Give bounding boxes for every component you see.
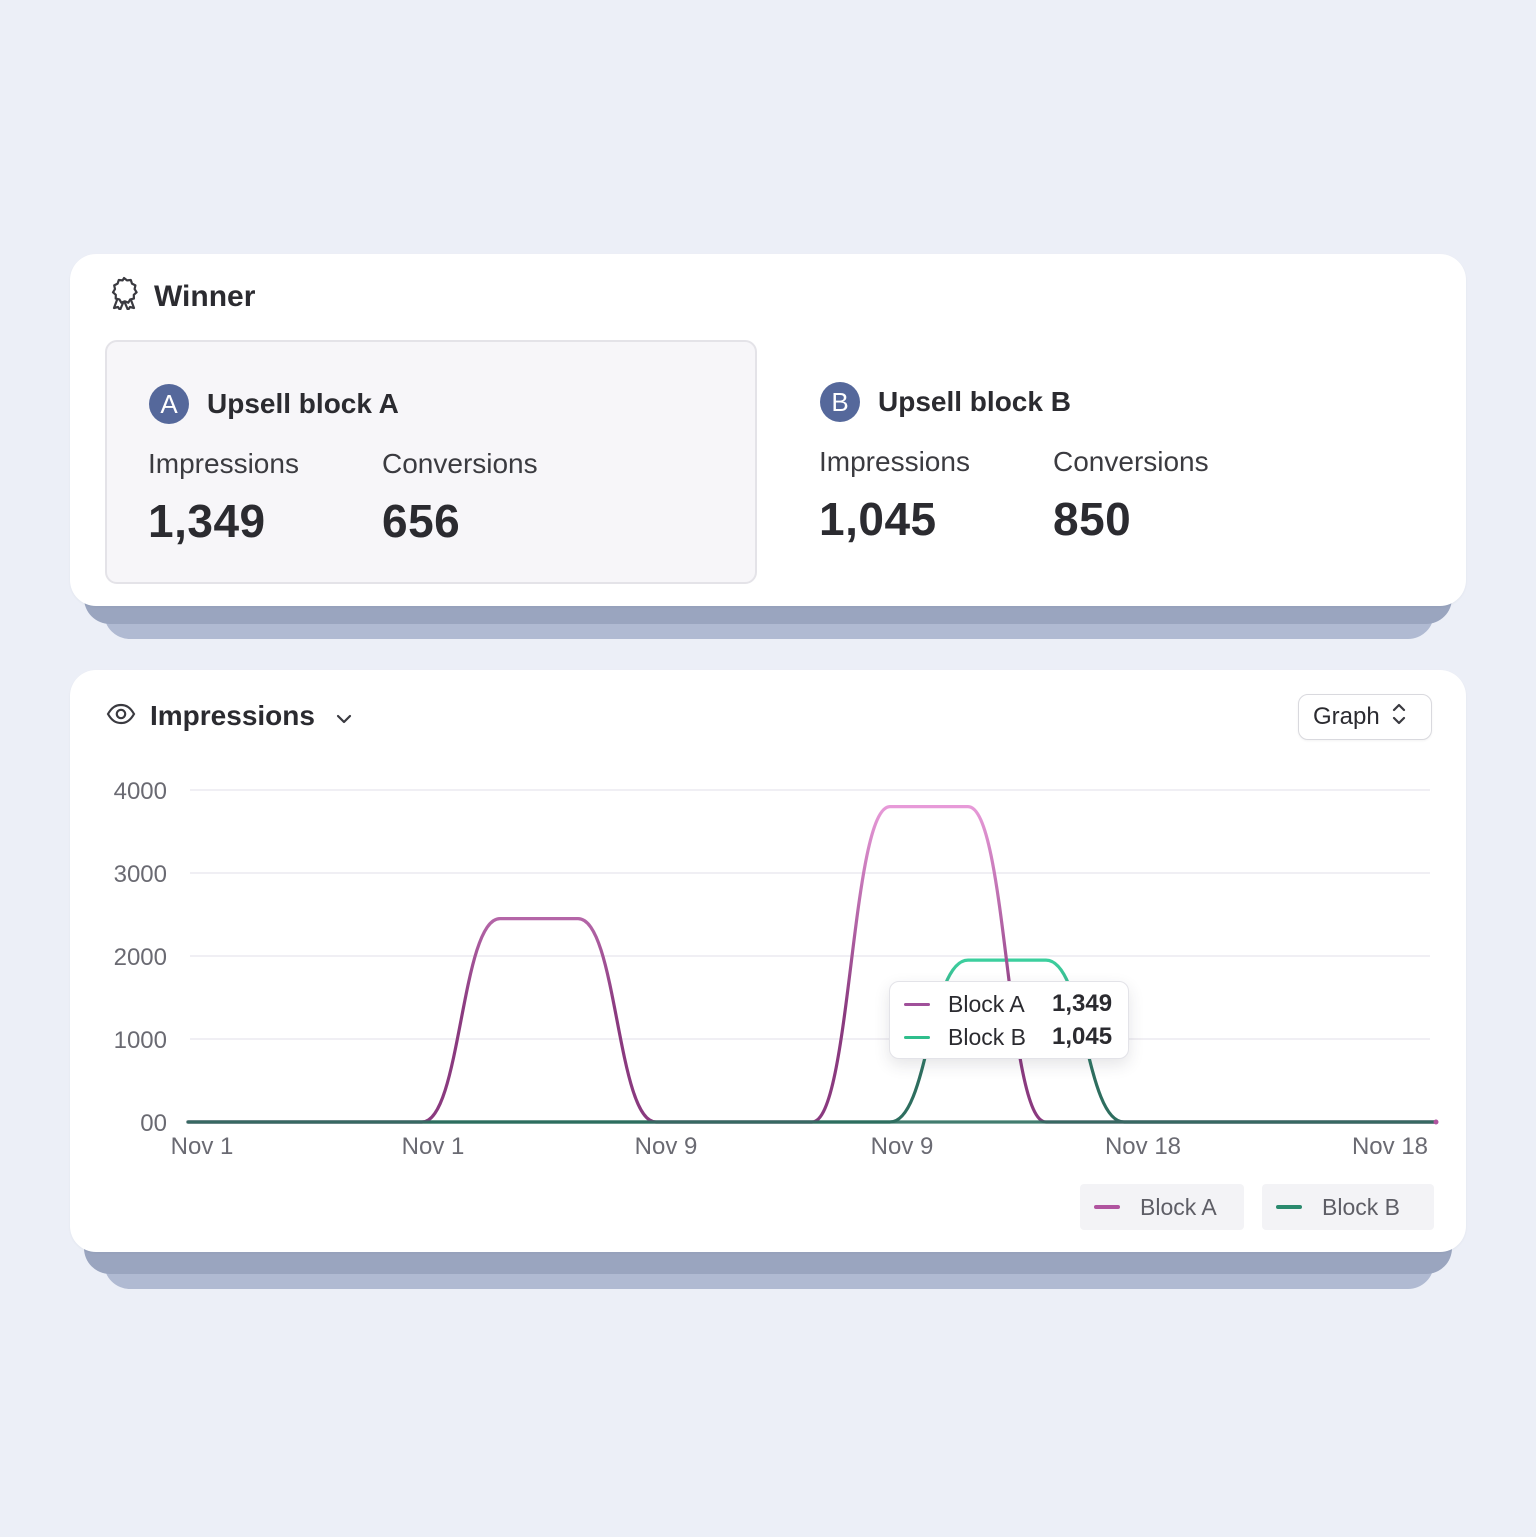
conversions-label: Conversions [1053,446,1209,477]
x-tick-label: Nov 9 [635,1133,698,1160]
conversions-label: Conversions [382,448,538,479]
conversions-value: 850 [1053,493,1132,545]
block-a-conversions: Conversions 656 [382,448,538,548]
series-line-block-b [186,958,1438,1124]
tooltip-value: 1,349 [1052,990,1113,1017]
block-a-swatch [1094,1205,1120,1209]
legend-label: Block A [1140,1193,1217,1220]
impressions-label: Impressions [819,446,970,477]
y-tick-label: 3000 [114,861,167,888]
series-end-point [1433,1119,1439,1125]
award-icon [108,276,140,318]
tooltip-row-block-b: Block B 1,045 [904,1023,1112,1051]
chevron-down-icon [335,700,353,732]
legend-block-a[interactable]: Block A [1080,1184,1244,1230]
view-mode-label: Graph [1313,703,1380,730]
chart-tooltip: Block A 1,349 Block B 1,045 [889,981,1129,1059]
block-b-badge: B [820,382,860,422]
block-b-swatch [1276,1205,1302,1209]
y-tick-label: 1000 [114,1027,167,1054]
x-tick-label: Nov 18 [1105,1133,1181,1160]
tooltip-row-block-a: Block A 1,349 [904,990,1112,1018]
y-tick-label: 2000 [114,944,167,971]
metric-dropdown-label: Impressions [150,700,315,731]
tooltip-label: Block A [948,990,1025,1017]
legend-block-b[interactable]: Block B [1262,1184,1434,1230]
impressions-value: 1,045 [819,493,937,545]
eye-icon [106,700,136,732]
y-tick-label: 4000 [114,778,167,805]
upsell-block-b-panel[interactable]: B Upsell block B Impressions 1,045 Conve… [778,340,1430,584]
block-b-name: Upsell block B [878,386,1071,417]
legend-label: Block B [1322,1193,1400,1220]
winner-header: Winner [108,276,255,318]
block-a-name: Upsell block A [207,388,399,419]
block-b-conversions: Conversions 850 [1053,446,1209,546]
chevron-updown-icon [1390,700,1408,735]
impressions-chart-card [70,670,1466,1252]
impressions-value: 1,349 [148,495,266,547]
block-b-swatch [904,1035,930,1039]
y-tick-label: 00 [140,1110,167,1137]
impressions-line-chart: 00 1000 2000 3000 4000 Nov 1 Nov 1 Nov 9 Nov 9 No… [114,778,1439,1160]
block-a-badge: A [149,384,189,424]
conversions-value: 656 [382,495,461,547]
x-tick-label: Nov 1 [402,1133,465,1160]
block-a-swatch [904,1002,930,1006]
x-tick-label: Nov 1 [171,1133,234,1160]
tooltip-value: 1,045 [1052,1023,1113,1050]
upsell-block-a-panel[interactable]: A Upsell block A Impressions 1,349 Conve… [105,340,757,584]
series-line-block-a [186,805,1438,1124]
metric-dropdown[interactable]: Impressions [106,700,353,732]
x-tick-label: Nov 18 [1352,1133,1428,1160]
tooltip-label: Block B [948,1023,1026,1050]
winner-title: Winner [154,280,256,313]
x-tick-label: Nov 9 [871,1133,934,1160]
block-b-impressions: Impressions 1,045 [819,446,970,546]
impressions-label: Impressions [148,448,299,479]
block-a-impressions: Impressions 1,349 [148,448,299,548]
view-mode-select[interactable]: Graph [1298,694,1432,740]
